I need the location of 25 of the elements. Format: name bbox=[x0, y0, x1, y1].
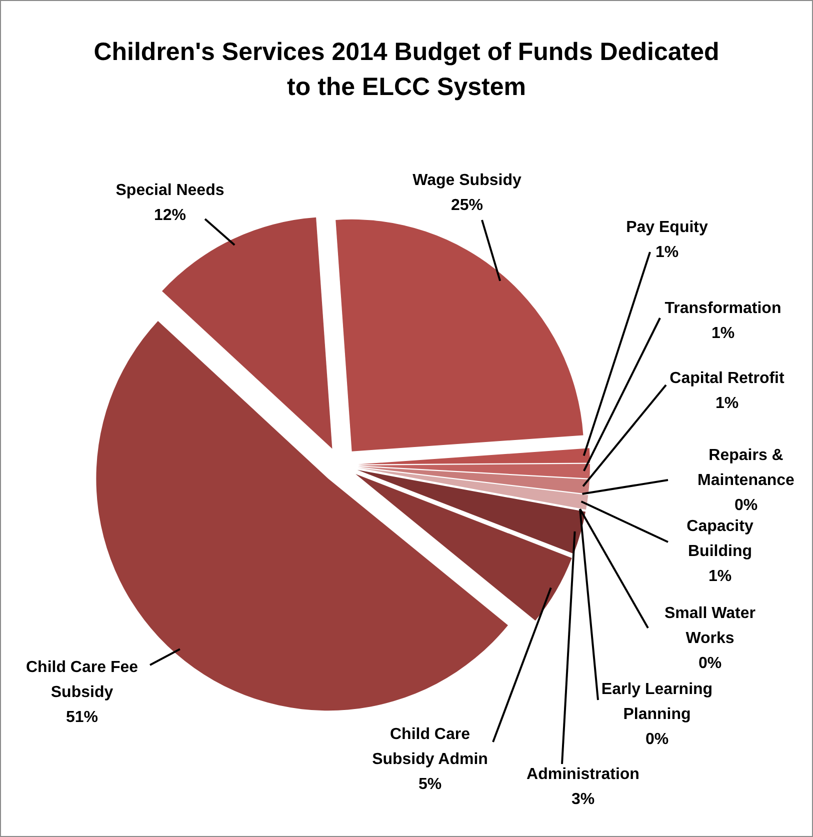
data-label: 5% bbox=[418, 776, 442, 793]
data-label: 3% bbox=[571, 791, 595, 808]
data-label: 1% bbox=[655, 244, 679, 261]
slice-label: Child Care Fee Subsidy bbox=[26, 659, 138, 701]
category-label: Repairs & Maintenance bbox=[698, 447, 794, 489]
slice-label: Child Care Subsidy Admin bbox=[372, 726, 488, 768]
data-label: 12% bbox=[154, 207, 186, 224]
slice-label: Capacity Building bbox=[686, 518, 754, 560]
category-label: Small Water Works bbox=[664, 605, 756, 647]
data-label: 25% bbox=[450, 197, 484, 214]
data-label: 1% bbox=[708, 568, 732, 585]
slice-label: Transformation bbox=[664, 300, 782, 317]
data-label: 51% bbox=[66, 709, 98, 726]
chart-title: Children's Services 2014 Budget of Funds Dedicated to the ELCC System bbox=[94, 38, 720, 101]
slice-label: Capital Retrofit bbox=[670, 370, 786, 387]
category-label: Early Learning Planning bbox=[601, 681, 713, 723]
slice-label: Wage Subsidy bbox=[412, 172, 522, 189]
slice-label: Administration bbox=[526, 766, 640, 783]
text: 0% bbox=[698, 655, 722, 672]
data-label: 1% bbox=[715, 395, 739, 412]
slice-label: Special Needs bbox=[116, 182, 224, 199]
slice-label: Pay Equity bbox=[626, 219, 708, 236]
text: 0% bbox=[734, 497, 758, 514]
data-label: 1% bbox=[711, 325, 735, 342]
text: 0% bbox=[645, 731, 669, 748]
